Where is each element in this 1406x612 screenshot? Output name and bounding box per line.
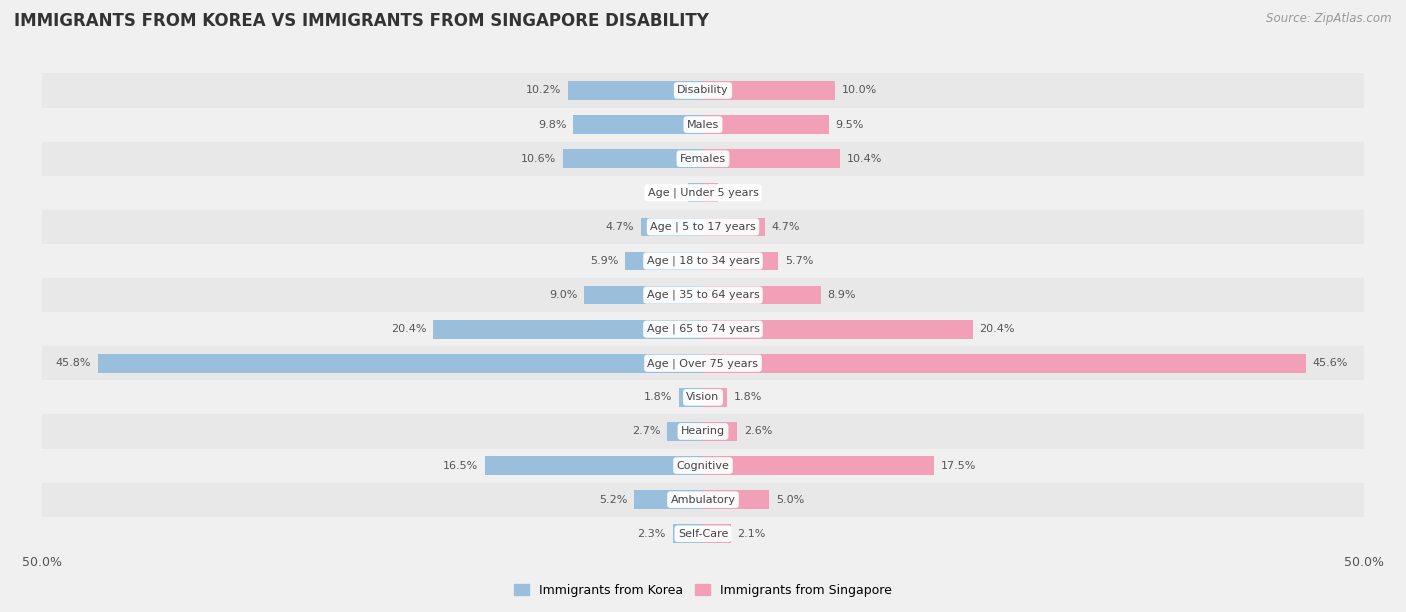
Legend: Immigrants from Korea, Immigrants from Singapore: Immigrants from Korea, Immigrants from S…: [509, 579, 897, 602]
Text: 10.4%: 10.4%: [846, 154, 883, 163]
Bar: [42, 517, 1364, 551]
Text: 2.6%: 2.6%: [744, 427, 772, 436]
Text: Age | 5 to 17 years: Age | 5 to 17 years: [650, 222, 756, 232]
Text: 10.6%: 10.6%: [522, 154, 557, 163]
Text: Age | Under 5 years: Age | Under 5 years: [648, 187, 758, 198]
Bar: [703, 388, 727, 407]
Bar: [42, 108, 1364, 141]
Text: Ambulatory: Ambulatory: [671, 494, 735, 505]
Text: 9.0%: 9.0%: [550, 290, 578, 300]
Bar: [574, 115, 703, 134]
Text: 20.4%: 20.4%: [391, 324, 427, 334]
Bar: [433, 320, 703, 338]
Text: 10.0%: 10.0%: [842, 86, 877, 95]
Text: Age | Over 75 years: Age | Over 75 years: [648, 358, 758, 368]
Bar: [626, 252, 703, 271]
Bar: [689, 184, 703, 202]
Text: Hearing: Hearing: [681, 427, 725, 436]
Text: 5.7%: 5.7%: [785, 256, 813, 266]
Bar: [679, 388, 703, 407]
Text: Source: ZipAtlas.com: Source: ZipAtlas.com: [1267, 12, 1392, 25]
Text: 1.1%: 1.1%: [724, 188, 752, 198]
Text: Age | 35 to 64 years: Age | 35 to 64 years: [647, 290, 759, 300]
Bar: [703, 524, 731, 543]
Bar: [703, 286, 821, 304]
Text: IMMIGRANTS FROM KOREA VS IMMIGRANTS FROM SINGAPORE DISABILITY: IMMIGRANTS FROM KOREA VS IMMIGRANTS FROM…: [14, 12, 709, 30]
Bar: [97, 354, 703, 373]
Bar: [703, 320, 973, 338]
Bar: [703, 422, 737, 441]
Bar: [42, 380, 1364, 414]
Text: 4.7%: 4.7%: [772, 222, 800, 232]
Text: 1.8%: 1.8%: [644, 392, 672, 402]
Text: Age | 65 to 74 years: Age | 65 to 74 years: [647, 324, 759, 334]
Bar: [42, 176, 1364, 210]
Text: 9.5%: 9.5%: [835, 119, 863, 130]
Bar: [703, 81, 835, 100]
Bar: [485, 456, 703, 475]
Bar: [641, 217, 703, 236]
Bar: [672, 524, 703, 543]
Text: 5.9%: 5.9%: [591, 256, 619, 266]
Text: 1.1%: 1.1%: [654, 188, 682, 198]
Text: 5.2%: 5.2%: [599, 494, 627, 505]
Bar: [42, 346, 1364, 380]
Bar: [568, 81, 703, 100]
Text: 17.5%: 17.5%: [941, 461, 976, 471]
Text: 45.8%: 45.8%: [56, 358, 91, 368]
Text: 2.1%: 2.1%: [737, 529, 766, 539]
Bar: [42, 278, 1364, 312]
Text: Disability: Disability: [678, 86, 728, 95]
Text: 9.8%: 9.8%: [538, 119, 567, 130]
Bar: [42, 483, 1364, 517]
Text: Females: Females: [681, 154, 725, 163]
Text: 20.4%: 20.4%: [979, 324, 1015, 334]
Bar: [42, 449, 1364, 483]
Text: Males: Males: [688, 119, 718, 130]
Text: Vision: Vision: [686, 392, 720, 402]
Text: 8.9%: 8.9%: [827, 290, 856, 300]
Bar: [42, 73, 1364, 108]
Bar: [703, 456, 934, 475]
Bar: [562, 149, 703, 168]
Text: Cognitive: Cognitive: [676, 461, 730, 471]
Bar: [703, 217, 765, 236]
Text: Age | 18 to 34 years: Age | 18 to 34 years: [647, 256, 759, 266]
Text: 1.8%: 1.8%: [734, 392, 762, 402]
Text: 2.3%: 2.3%: [637, 529, 666, 539]
Text: 5.0%: 5.0%: [776, 494, 804, 505]
Bar: [42, 312, 1364, 346]
Bar: [42, 244, 1364, 278]
Bar: [583, 286, 703, 304]
Bar: [703, 490, 769, 509]
Text: 4.7%: 4.7%: [606, 222, 634, 232]
Text: 45.6%: 45.6%: [1312, 358, 1348, 368]
Bar: [42, 141, 1364, 176]
Bar: [703, 184, 717, 202]
Bar: [42, 414, 1364, 449]
Text: 2.7%: 2.7%: [633, 427, 661, 436]
Bar: [703, 354, 1306, 373]
Bar: [634, 490, 703, 509]
Bar: [703, 252, 779, 271]
Text: 10.2%: 10.2%: [526, 86, 561, 95]
Bar: [703, 115, 828, 134]
Bar: [42, 210, 1364, 244]
Text: 16.5%: 16.5%: [443, 461, 478, 471]
Bar: [668, 422, 703, 441]
Text: Self-Care: Self-Care: [678, 529, 728, 539]
Bar: [703, 149, 841, 168]
